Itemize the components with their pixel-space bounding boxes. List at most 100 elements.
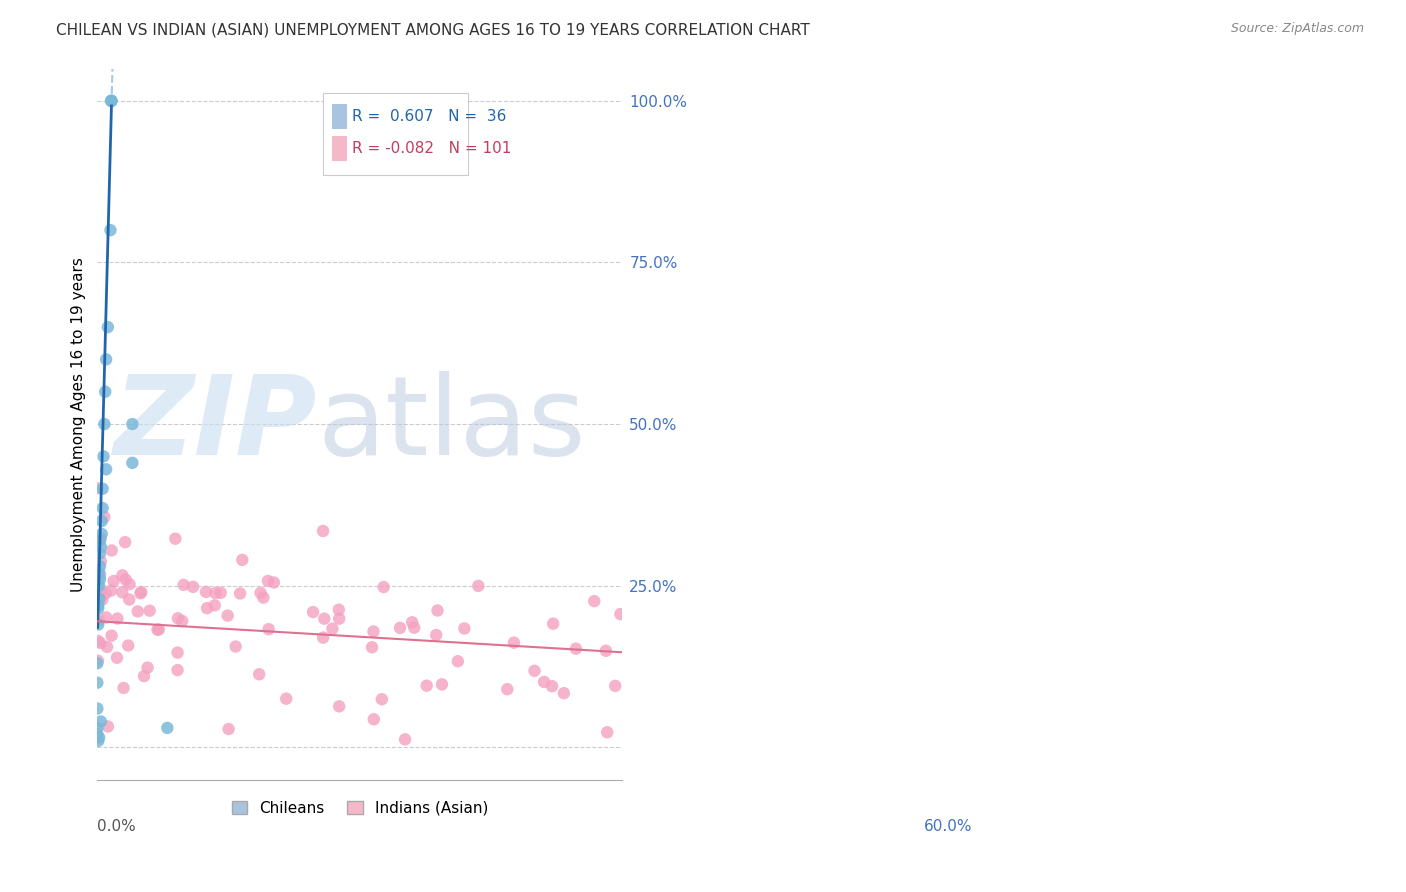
Point bbox=[129, 585, 152, 599]
Point bbox=[166, 663, 188, 677]
Point bbox=[541, 616, 564, 631]
Text: 60.0%: 60.0% bbox=[924, 819, 973, 834]
Point bbox=[447, 654, 470, 668]
Point bbox=[87, 613, 110, 627]
Point bbox=[105, 650, 128, 665]
Point bbox=[138, 604, 160, 618]
Point bbox=[595, 644, 617, 658]
Point bbox=[89, 636, 111, 650]
Point bbox=[100, 94, 122, 108]
Point bbox=[94, 352, 117, 367]
Point bbox=[107, 611, 129, 625]
Point bbox=[89, 586, 111, 600]
Point bbox=[86, 721, 108, 735]
Point bbox=[167, 611, 190, 625]
Point bbox=[100, 543, 122, 558]
Point bbox=[90, 714, 112, 729]
Point bbox=[90, 514, 112, 528]
Point bbox=[541, 679, 564, 693]
Point bbox=[312, 524, 335, 538]
Point bbox=[94, 384, 117, 399]
Bar bbox=[332, 104, 347, 129]
Point bbox=[389, 621, 412, 635]
Point bbox=[86, 657, 108, 671]
Point bbox=[609, 607, 631, 621]
Text: R = -0.082   N = 101: R = -0.082 N = 101 bbox=[352, 141, 512, 156]
Point bbox=[93, 450, 115, 464]
Point bbox=[276, 691, 298, 706]
Point bbox=[415, 679, 437, 693]
Point bbox=[117, 639, 139, 653]
Text: atlas: atlas bbox=[318, 370, 586, 477]
Point bbox=[363, 624, 385, 639]
Point bbox=[87, 598, 110, 612]
Point bbox=[89, 582, 111, 597]
Point bbox=[91, 501, 114, 516]
Point bbox=[89, 546, 111, 560]
Point bbox=[100, 94, 122, 108]
Point bbox=[363, 712, 385, 726]
Point bbox=[87, 734, 110, 748]
Point bbox=[453, 622, 475, 636]
Point bbox=[127, 604, 149, 618]
Text: CHILEAN VS INDIAN (ASIAN) UNEMPLOYMENT AMONG AGES 16 TO 19 YEARS CORRELATION CHA: CHILEAN VS INDIAN (ASIAN) UNEMPLOYMENT A… bbox=[56, 22, 810, 37]
Point bbox=[89, 586, 111, 600]
Point bbox=[111, 585, 134, 599]
Legend: Chileans, Indians (Asian): Chileans, Indians (Asian) bbox=[225, 795, 495, 822]
Point bbox=[321, 622, 343, 636]
Point bbox=[172, 614, 194, 628]
Point bbox=[148, 623, 170, 637]
Point bbox=[194, 585, 217, 599]
Point bbox=[118, 577, 141, 591]
Point bbox=[93, 510, 115, 524]
Point bbox=[87, 601, 110, 615]
Point bbox=[94, 586, 117, 600]
Point bbox=[100, 223, 122, 237]
Point bbox=[93, 417, 115, 431]
Point bbox=[361, 640, 384, 655]
Point bbox=[328, 699, 350, 714]
Text: 0.0%: 0.0% bbox=[97, 819, 136, 834]
Point bbox=[87, 634, 110, 648]
Point bbox=[231, 553, 253, 567]
Point bbox=[263, 575, 285, 590]
Point bbox=[181, 580, 204, 594]
Point bbox=[89, 533, 111, 548]
Point bbox=[328, 612, 350, 626]
Point bbox=[596, 725, 619, 739]
Point bbox=[533, 675, 555, 690]
Point bbox=[87, 731, 110, 745]
Point bbox=[404, 621, 426, 635]
Point bbox=[195, 601, 218, 615]
Point bbox=[87, 579, 110, 593]
Point bbox=[100, 94, 122, 108]
Point bbox=[114, 573, 136, 587]
Point bbox=[87, 617, 110, 632]
Point bbox=[90, 554, 112, 568]
Point bbox=[86, 675, 108, 690]
Point bbox=[129, 586, 152, 600]
Point bbox=[496, 682, 519, 697]
Point bbox=[312, 631, 335, 645]
Point bbox=[328, 603, 350, 617]
Point bbox=[314, 612, 336, 626]
Point bbox=[257, 574, 280, 588]
Point bbox=[118, 592, 141, 607]
Point bbox=[302, 605, 325, 619]
Point bbox=[114, 535, 136, 549]
Point bbox=[121, 456, 143, 470]
Text: ZIP: ZIP bbox=[114, 370, 318, 477]
Point bbox=[553, 686, 575, 700]
Point bbox=[86, 701, 108, 715]
Y-axis label: Unemployment Among Ages 16 to 19 years: Unemployment Among Ages 16 to 19 years bbox=[72, 257, 86, 591]
Point bbox=[87, 566, 110, 580]
Point bbox=[249, 586, 271, 600]
Point bbox=[166, 646, 188, 660]
Point bbox=[523, 664, 546, 678]
Point bbox=[217, 608, 239, 623]
Point bbox=[103, 574, 125, 588]
Point bbox=[204, 586, 226, 600]
Point bbox=[146, 623, 169, 637]
Point bbox=[90, 540, 112, 554]
FancyBboxPatch shape bbox=[323, 94, 468, 175]
